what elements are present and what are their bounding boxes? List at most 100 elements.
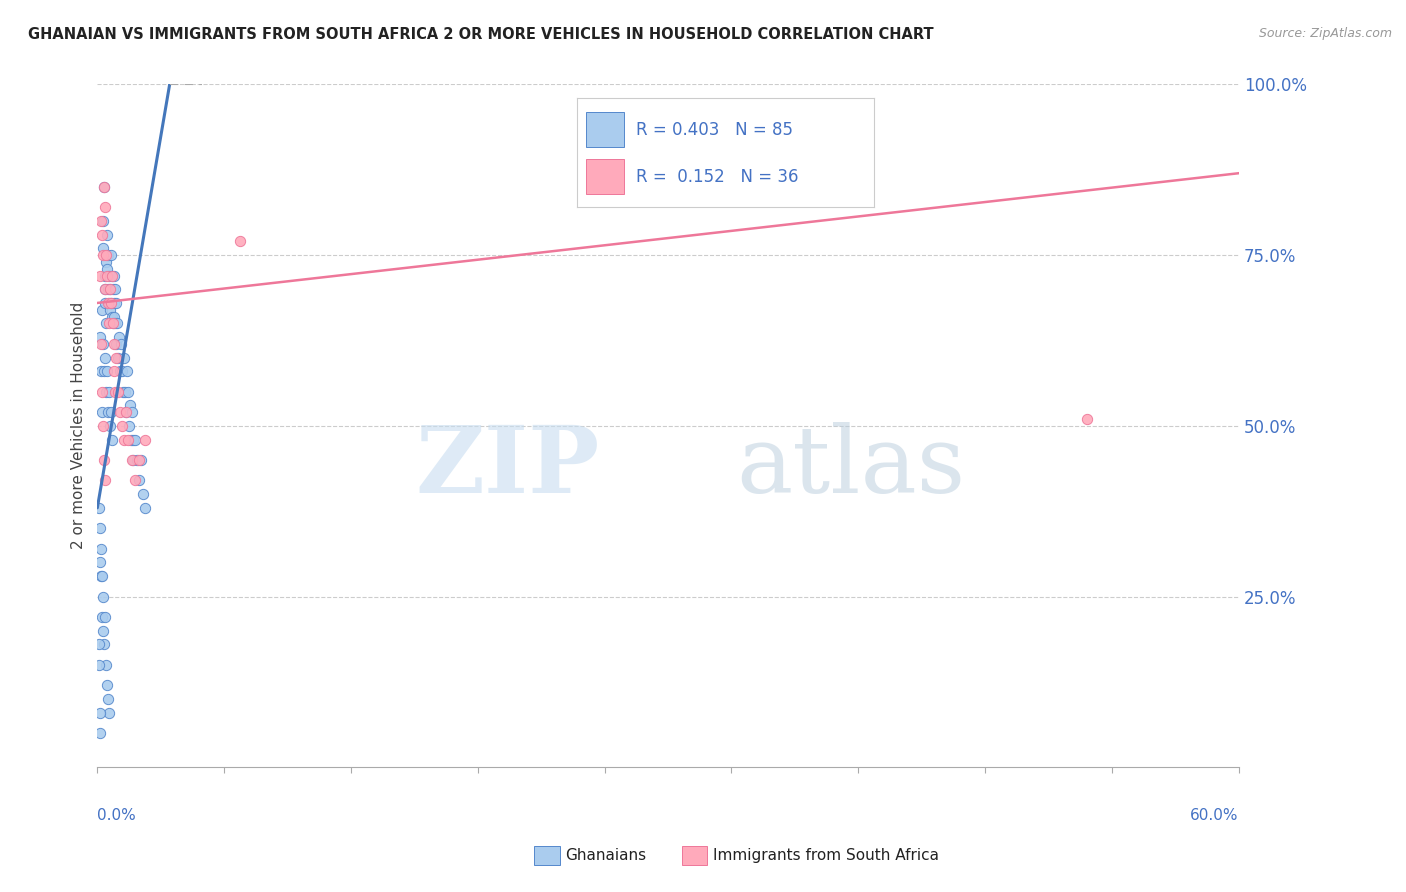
Point (91, 248, 114, 262)
Point (103, 310, 125, 324)
Point (115, 364, 138, 378)
Point (96, 678, 118, 692)
Text: atlas: atlas (737, 422, 966, 512)
Point (94, 255, 117, 269)
Point (108, 405, 131, 419)
Point (134, 433, 156, 447)
Point (97, 317, 120, 331)
Point (97, 384, 120, 399)
Text: ZIP: ZIP (415, 422, 599, 512)
Point (91, 227, 114, 242)
Point (94, 282, 117, 296)
Point (100, 248, 122, 262)
Point (117, 384, 139, 399)
Point (100, 268, 122, 283)
Point (91, 302, 114, 317)
Point (89, 706, 111, 720)
Point (112, 384, 135, 399)
Point (103, 337, 125, 351)
Point (101, 317, 124, 331)
Point (93, 179, 115, 194)
Point (93, 637, 115, 651)
Point (103, 268, 125, 283)
Point (118, 418, 141, 433)
Point (98, 268, 121, 283)
Point (91, 624, 114, 638)
Point (98, 282, 121, 296)
Point (98, 418, 121, 433)
Point (114, 384, 136, 399)
Point (90, 569, 112, 583)
Point (90, 569, 112, 583)
Point (94, 248, 117, 262)
Point (101, 310, 124, 324)
Point (110, 337, 132, 351)
Point (115, 405, 138, 419)
Point (100, 268, 122, 283)
Point (107, 384, 129, 399)
Point (121, 453, 143, 467)
Point (121, 405, 143, 419)
Point (122, 453, 145, 467)
Point (104, 384, 127, 399)
Point (90, 364, 112, 378)
Point (124, 474, 146, 488)
Point (90, 405, 112, 419)
Point (98, 282, 121, 296)
Point (91, 418, 114, 433)
Point (96, 317, 118, 331)
Point (97, 296, 120, 310)
Text: Source: ZipAtlas.com: Source: ZipAtlas.com (1258, 27, 1392, 40)
Point (134, 500, 156, 515)
Point (121, 433, 143, 447)
Text: Immigrants from South Africa: Immigrants from South Africa (713, 848, 939, 863)
Point (118, 398, 141, 412)
Point (89, 556, 111, 570)
Point (89, 521, 111, 535)
Point (90, 214, 112, 228)
Point (108, 330, 131, 344)
Point (93, 200, 115, 214)
Point (89, 330, 111, 344)
Text: 0.0%: 0.0% (97, 808, 136, 823)
Point (94, 296, 117, 310)
Point (94, 610, 117, 624)
Point (97, 282, 120, 296)
Point (94, 384, 117, 399)
Point (91, 384, 114, 399)
Point (105, 337, 128, 351)
Point (127, 453, 149, 467)
Point (100, 405, 122, 419)
Point (100, 296, 122, 310)
Point (89, 500, 111, 515)
Text: 60.0%: 60.0% (1191, 808, 1239, 823)
Point (111, 364, 134, 378)
Point (103, 296, 125, 310)
Point (129, 453, 152, 467)
Point (93, 241, 115, 255)
Point (108, 364, 131, 378)
Point (105, 317, 128, 331)
Text: Ghanaians: Ghanaians (565, 848, 647, 863)
Point (111, 418, 134, 433)
Point (128, 474, 150, 488)
Point (96, 227, 118, 242)
Text: GHANAIAN VS IMMIGRANTS FROM SOUTH AFRICA 2 OR MORE VEHICLES IN HOUSEHOLD CORRELA: GHANAIAN VS IMMIGRANTS FROM SOUTH AFRICA… (28, 27, 934, 42)
Point (229, 235, 252, 249)
Point (91, 610, 114, 624)
Point (94, 474, 117, 488)
Point (112, 433, 135, 447)
Point (90, 337, 112, 351)
Point (105, 351, 128, 365)
Point (93, 268, 115, 283)
Point (124, 433, 146, 447)
Point (128, 453, 150, 467)
Point (89, 268, 111, 283)
Point (132, 487, 155, 501)
Point (93, 364, 115, 378)
Point (112, 351, 135, 365)
Point (100, 433, 122, 447)
Point (103, 364, 125, 378)
Point (97, 405, 120, 419)
Point (104, 317, 127, 331)
